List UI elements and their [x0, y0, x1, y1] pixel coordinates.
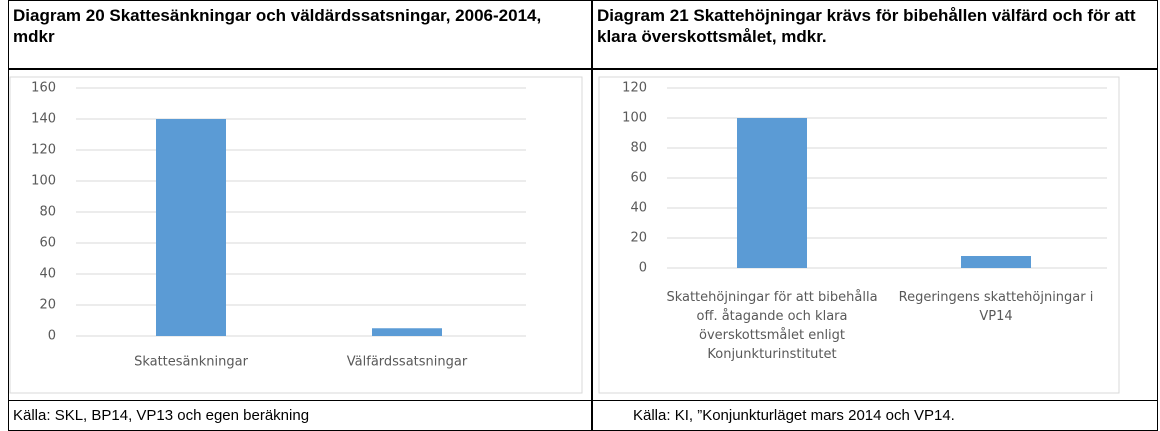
- y-tick-label: 80: [630, 141, 647, 156]
- y-tick-label: 160: [31, 81, 56, 96]
- y-tick-label: 80: [39, 205, 56, 220]
- y-tick-label: 120: [622, 81, 647, 96]
- y-tick-label: 0: [639, 261, 647, 276]
- bar: [156, 119, 226, 336]
- chart: 0 20 40 60 80 100 120 140 160 Skattesänkningar Väl…: [9, 76, 583, 394]
- y-tick-label: 60: [630, 171, 647, 186]
- y-tick-label: 40: [630, 201, 647, 216]
- y-tick-label: 20: [630, 231, 647, 246]
- y-tick-label: 140: [31, 112, 56, 127]
- y-tick-label: 0: [48, 329, 56, 344]
- y-tick-label: 60: [39, 236, 56, 251]
- x-tick-label: Regeringens skattehöjningar i VP14: [899, 290, 1094, 324]
- source: Källa: SKL, BP14, VP13 och egen beräknin…: [8, 400, 592, 431]
- bar: [737, 118, 807, 268]
- chart-area: 0 20 40 60 80 100 120 Skattehöjningar för att b…: [592, 70, 1158, 400]
- y-tick-label: 100: [622, 111, 647, 126]
- chart-title: Diagram 21 Skattehöjningar krävs för bib…: [592, 0, 1158, 70]
- chart: 0 20 40 60 80 100 120 Skattehöjningar för att b…: [598, 76, 1120, 394]
- y-tick-label: 120: [31, 143, 56, 158]
- source: Källa: KI, ”Konjunkturläget mars 2014 oc…: [592, 400, 1158, 431]
- y-tick-label: 20: [39, 298, 56, 313]
- chart-frame: [598, 76, 1120, 394]
- x-tick-label: Skattesänkningar: [134, 355, 249, 370]
- chart-frame: [9, 76, 583, 394]
- x-tick-label: Skattehöjningar för att bibehålla off. åt…: [666, 290, 877, 362]
- y-tick-label: 100: [31, 174, 56, 189]
- panel-right: Diagram 21 Skattehöjningar krävs för bib…: [592, 0, 1158, 431]
- panel-left: Diagram 20 Skattesänkningar och väldärds…: [8, 0, 592, 431]
- chart-title: Diagram 20 Skattesänkningar och väldärds…: [8, 0, 592, 70]
- bar: [372, 328, 442, 336]
- chart-area: 0 20 40 60 80 100 120 140 160 Skattesänkningar Väl…: [8, 70, 592, 400]
- x-tick-label: Välfärdssatsningar: [347, 355, 468, 370]
- y-tick-label: 40: [39, 267, 56, 282]
- bar: [961, 256, 1031, 268]
